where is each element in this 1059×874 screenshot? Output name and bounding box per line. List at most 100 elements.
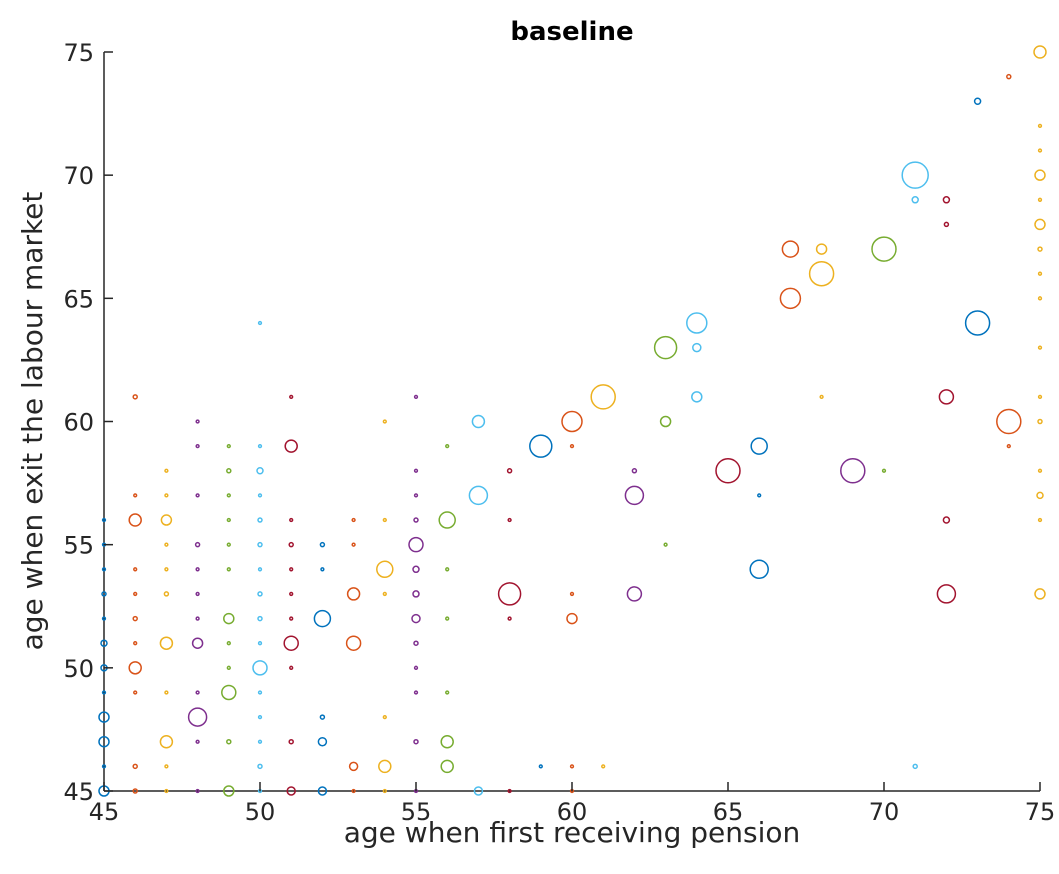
x-tick-label: 45 — [89, 798, 120, 826]
data-point — [164, 764, 169, 769]
data-point — [284, 439, 298, 453]
data-point — [1037, 517, 1043, 523]
data-point — [529, 434, 553, 458]
data-point — [257, 615, 263, 622]
data-point — [653, 335, 678, 360]
data-point — [257, 763, 263, 770]
y-tick-label: 50 — [63, 655, 94, 683]
data-points — [98, 45, 1047, 797]
data-point — [1037, 296, 1043, 301]
data-point — [631, 468, 638, 474]
y-tick-label: 45 — [63, 778, 94, 806]
data-point — [686, 312, 708, 334]
data-point — [569, 764, 575, 769]
data-point — [195, 616, 200, 621]
data-point — [133, 641, 138, 646]
data-point — [750, 437, 768, 455]
data-point — [257, 591, 263, 597]
data-point — [538, 764, 543, 769]
data-point — [132, 394, 138, 400]
data-point — [289, 517, 294, 523]
data-point — [317, 786, 328, 796]
data-point — [101, 591, 107, 597]
y-tick-label: 60 — [63, 409, 94, 437]
data-point — [132, 763, 138, 770]
data-point — [289, 591, 294, 597]
data-point — [133, 591, 138, 597]
data-point — [101, 690, 107, 695]
data-point — [320, 567, 325, 572]
data-point — [133, 493, 138, 498]
data-point — [1006, 73, 1012, 80]
data-point — [257, 739, 263, 744]
data-point — [942, 516, 951, 524]
data-point — [226, 517, 231, 523]
data-point — [128, 661, 142, 675]
data-point — [257, 541, 263, 548]
data-point — [411, 613, 421, 624]
data-point — [257, 690, 263, 695]
data-point — [438, 511, 456, 529]
data-point — [659, 415, 672, 428]
data-point — [943, 221, 950, 228]
data-point — [345, 635, 362, 651]
data-point — [413, 738, 419, 745]
data-point — [160, 514, 173, 526]
data-point — [191, 637, 204, 649]
data-point — [163, 591, 170, 597]
data-point — [507, 517, 512, 523]
data-point — [226, 665, 231, 670]
data-point — [226, 468, 232, 474]
y-ticks: 45 50 55 60 65 70 75 — [63, 39, 113, 806]
data-point — [590, 384, 616, 410]
data-point — [691, 391, 703, 403]
data-point — [1033, 45, 1047, 59]
data-point — [996, 408, 1022, 435]
data-point — [195, 591, 200, 597]
data-point — [569, 443, 575, 449]
data-point — [98, 735, 110, 748]
data-point — [964, 310, 991, 336]
x-tick-label: 50 — [245, 798, 276, 826]
data-point — [194, 541, 201, 548]
data-point — [1037, 345, 1043, 350]
data-point — [561, 410, 583, 433]
data-point — [288, 541, 294, 548]
data-point — [351, 517, 356, 523]
data-point — [626, 586, 643, 602]
data-point — [412, 565, 420, 574]
data-point — [663, 542, 668, 547]
data-point — [942, 196, 951, 204]
data-point — [413, 665, 419, 670]
data-point — [159, 636, 174, 650]
data-point — [1037, 148, 1043, 153]
data-point — [412, 590, 420, 598]
y-tick-label: 75 — [63, 39, 94, 67]
data-point — [569, 591, 575, 597]
data-point — [101, 764, 107, 769]
data-point — [815, 243, 828, 255]
data-point — [100, 639, 108, 647]
data-point — [757, 493, 762, 498]
data-point — [164, 542, 169, 547]
data-point — [195, 419, 200, 424]
data-point — [413, 690, 419, 695]
data-point — [413, 640, 419, 646]
data-point — [226, 738, 232, 745]
y-axis-label: age when exit the labour market — [16, 192, 49, 651]
data-point — [1037, 418, 1043, 425]
data-point — [376, 560, 394, 579]
data-point — [382, 714, 387, 720]
data-point — [289, 567, 294, 572]
data-point — [257, 714, 263, 720]
data-point — [1036, 491, 1044, 500]
x-tick-label: 70 — [869, 798, 900, 826]
data-point — [252, 660, 268, 676]
data-point — [101, 567, 107, 572]
data-point — [226, 443, 231, 449]
data-point — [506, 468, 513, 474]
data-point — [221, 684, 237, 701]
data-point — [911, 196, 919, 204]
